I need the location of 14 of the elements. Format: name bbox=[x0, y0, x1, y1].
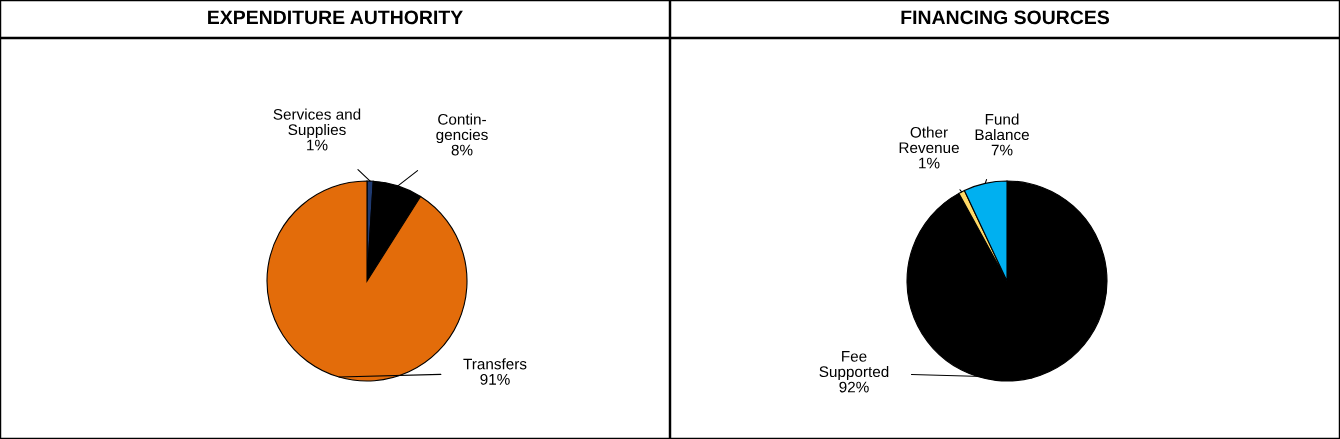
data-label: 91% bbox=[480, 373, 510, 385]
slice-label: Fee Supported bbox=[819, 351, 889, 381]
slice-label: Services and Supplies bbox=[273, 108, 361, 139]
chart-title: FINANCING SOURCES bbox=[901, 10, 1110, 25]
data-label: 1% bbox=[307, 139, 328, 151]
slice-label: Fund Balance bbox=[975, 113, 1029, 141]
slice-label: Other Revenue bbox=[899, 126, 959, 154]
slice-label: Contin- gencies bbox=[436, 113, 488, 144]
data-label: 92% bbox=[839, 381, 869, 393]
chart-title: EXPENDITURE AUTHORITY bbox=[208, 10, 463, 25]
data-label: 1% bbox=[919, 157, 940, 169]
data-label: 8% bbox=[451, 144, 473, 156]
data-label: 7% bbox=[991, 144, 1013, 156]
slice-label: Transfers bbox=[463, 358, 527, 370]
